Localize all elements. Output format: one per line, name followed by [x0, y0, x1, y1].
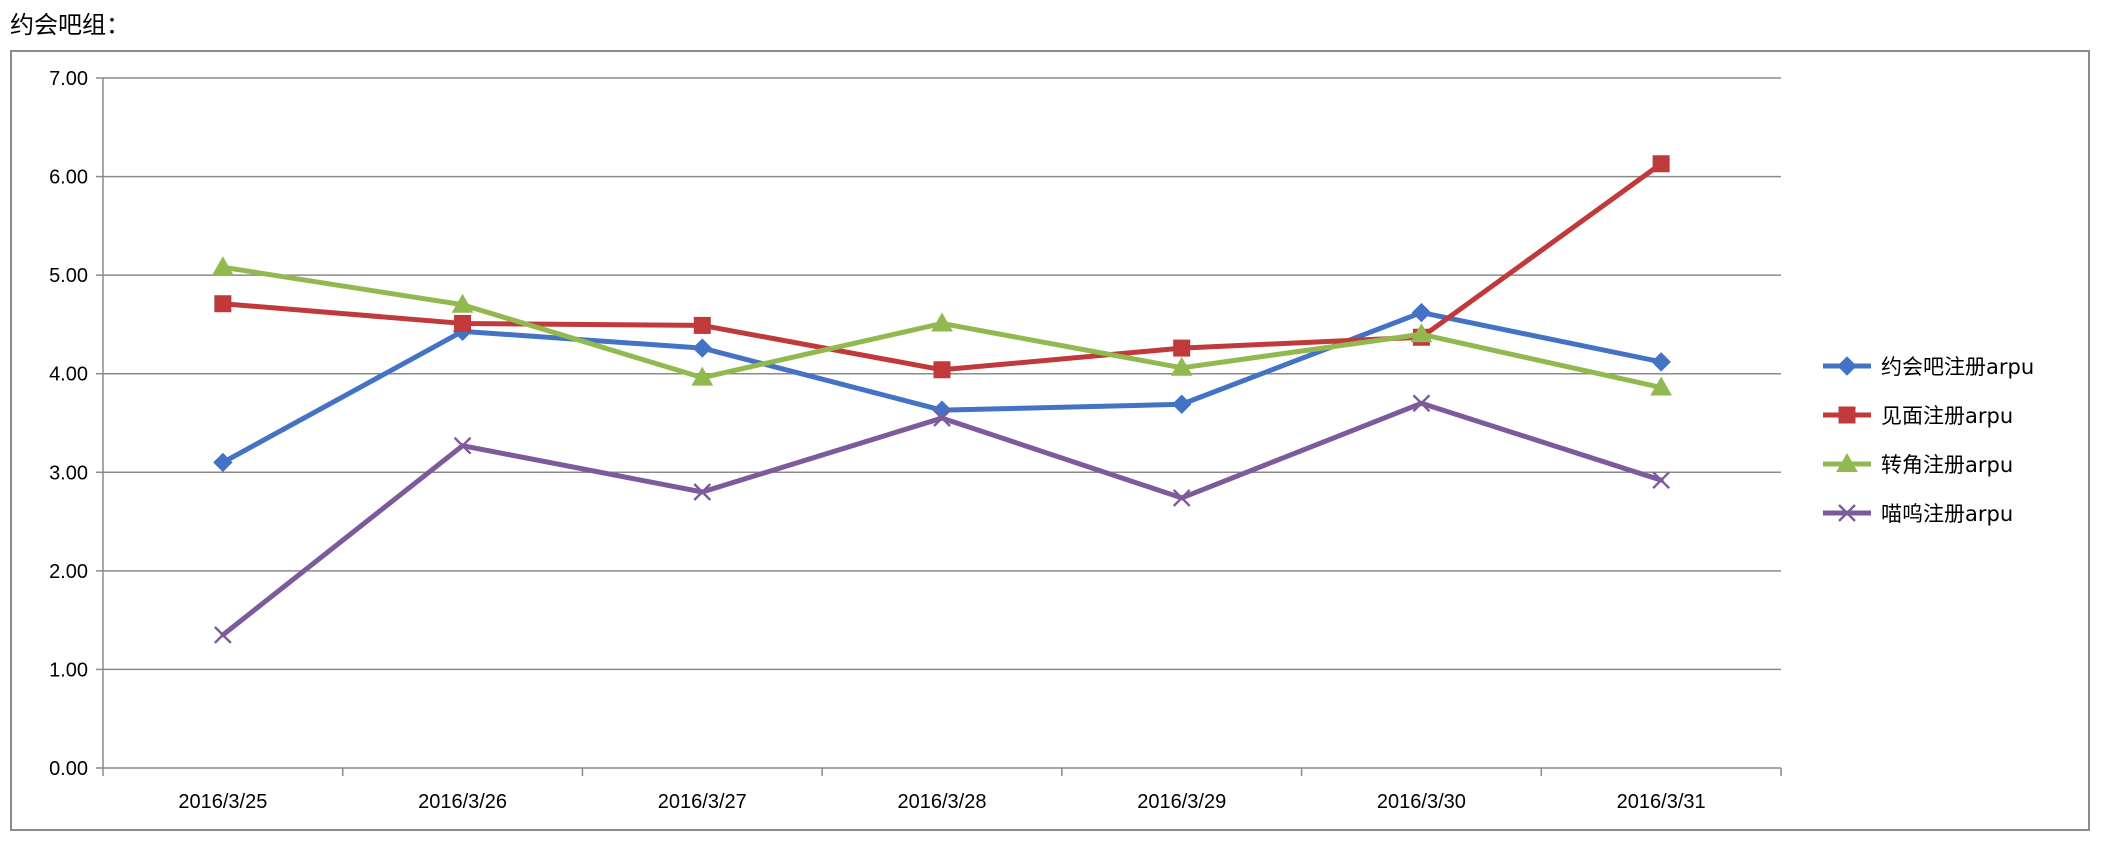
y-tick-label: 4.00 [49, 364, 88, 386]
legend-marker-1 [1837, 356, 1857, 376]
legend-marker-3 [1836, 452, 1858, 472]
data-point-1 [1651, 352, 1671, 372]
data-point-4 [693, 483, 712, 501]
x-tick-label: 2016/3/30 [1377, 791, 1466, 813]
x-tick-label: 2016/3/27 [658, 791, 747, 813]
legend-marker-2 [1838, 406, 1856, 424]
data-point-1 [692, 338, 712, 358]
data-point-4 [1412, 394, 1431, 413]
y-tick-label: 0.00 [49, 758, 88, 780]
legend-label-2: 见面注册arpu [1881, 404, 2013, 428]
data-point-2 [933, 361, 951, 379]
y-tick-label: 2.00 [49, 561, 88, 583]
series-line-4 [220, 400, 1664, 638]
data-point-3 [451, 293, 474, 313]
y-tick-label: 3.00 [49, 462, 88, 484]
data-point-4 [453, 436, 472, 455]
legend-marker-4 [1838, 504, 1856, 522]
data-point-3 [931, 312, 953, 332]
data-point-3 [1650, 376, 1673, 396]
data-point-2 [454, 314, 472, 332]
data-point-4 [933, 409, 951, 427]
data-point-1 [1172, 394, 1192, 414]
data-point-3 [1410, 323, 1433, 343]
x-tick-label: 2016/3/26 [418, 791, 507, 813]
data-point-2 [1652, 155, 1670, 173]
data-point-1 [213, 452, 233, 473]
legend-label-3: 转角注册arpu [1881, 453, 2013, 477]
y-tick-label: 7.00 [49, 68, 88, 90]
data-point-4 [1652, 471, 1670, 490]
x-tick-label: 2016/3/31 [1617, 791, 1706, 813]
data-point-1 [1411, 302, 1432, 323]
legend-label-1: 约会吧注册arpu [1881, 355, 2034, 379]
page-heading: 约会吧组： [10, 11, 130, 39]
data-point-4 [214, 626, 232, 644]
data-point-2 [214, 295, 232, 313]
x-tick-label: 2016/3/29 [1137, 791, 1226, 813]
x-tick-label: 2016/3/25 [178, 791, 267, 813]
data-point-2 [693, 316, 711, 334]
series-line-1 [220, 310, 1664, 465]
data-point-3 [691, 366, 714, 386]
x-tick-label: 2016/3/28 [898, 791, 987, 813]
legend-label-4: 喵呜注册arpu [1881, 502, 2013, 526]
data-point-4 [1172, 489, 1191, 507]
data-point-3 [211, 256, 234, 276]
data-point-2 [1173, 339, 1191, 357]
y-tick-label: 6.00 [49, 167, 88, 189]
chart-frame [10, 50, 2090, 831]
y-tick-label: 1.00 [49, 659, 88, 681]
data-point-3 [1170, 356, 1193, 376]
y-tick-label: 5.00 [49, 265, 88, 287]
